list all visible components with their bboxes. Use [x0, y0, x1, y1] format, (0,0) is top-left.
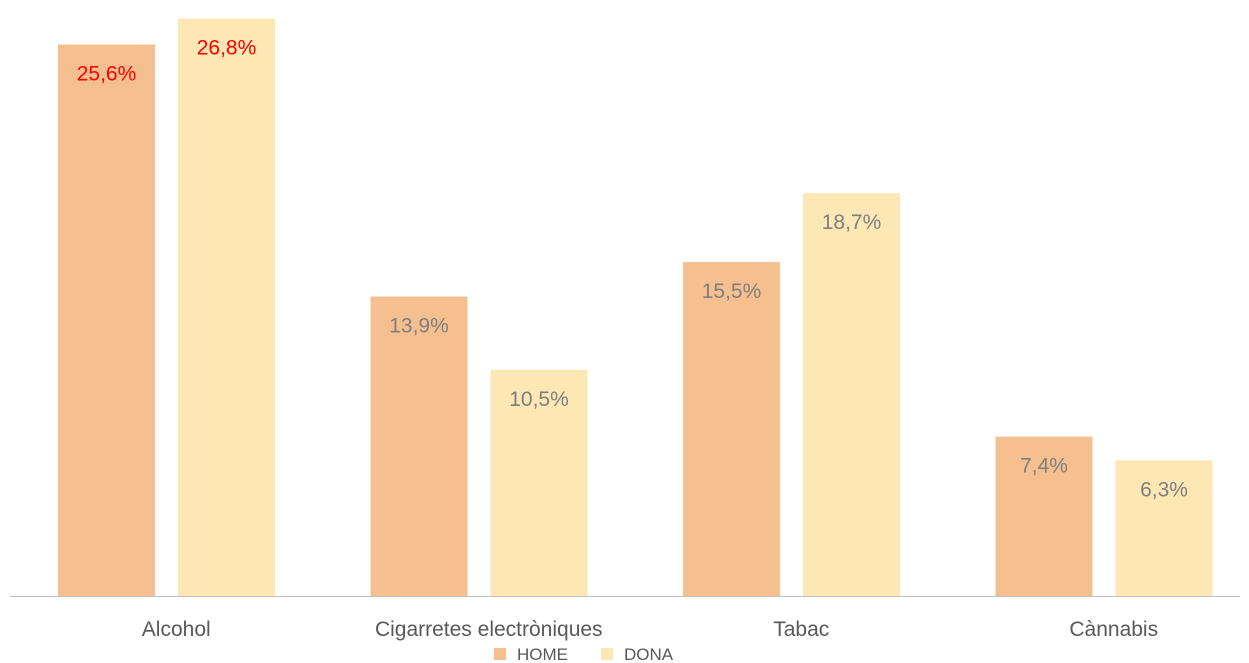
bar-dona-3: [1115, 460, 1213, 596]
data-label-home-2: 15,5%: [702, 280, 762, 303]
bar-home-1: [370, 296, 468, 596]
bar-home-0: [58, 44, 155, 597]
bar-dona-0: [178, 18, 275, 596]
data-label-dona-1: 10,5%: [509, 388, 569, 411]
bar-home-2: [683, 262, 780, 596]
category-label-3: Cànnabis: [1069, 618, 1158, 641]
bar-dona-1: [490, 369, 588, 596]
data-label-dona-0: 26,8%: [197, 37, 257, 60]
data-labels-layer: 25,6% 26,8% 13,9% 10,5% 15,5% 18,7% 7,4% 6,3%: [77, 37, 1188, 502]
category-label-2: Tabac: [773, 618, 829, 641]
category-label-0: Alcohol: [142, 618, 211, 641]
legend-label-dona: DONA: [624, 645, 674, 663]
bar-home-3: [995, 436, 1093, 596]
data-label-home-3: 7,4%: [1020, 455, 1068, 478]
category-labels-layer: Alcohol Cigarretes electròniques Tabac Cànn…: [142, 618, 1158, 641]
bars-layer: [58, 18, 1213, 597]
legend-swatch-home: [494, 648, 506, 660]
data-label-home-0: 25,6%: [77, 62, 137, 85]
data-label-dona-2: 18,7%: [822, 211, 882, 234]
data-label-dona-3: 6,3%: [1140, 478, 1188, 501]
category-label-1: Cigarretes electròniques: [375, 618, 603, 641]
data-label-home-1: 13,9%: [389, 315, 449, 338]
bar-dona-2: [803, 193, 900, 596]
legend-swatch-dona: [601, 648, 613, 660]
legend: HOME DONA: [494, 645, 674, 663]
legend-label-home: HOME: [517, 645, 568, 663]
